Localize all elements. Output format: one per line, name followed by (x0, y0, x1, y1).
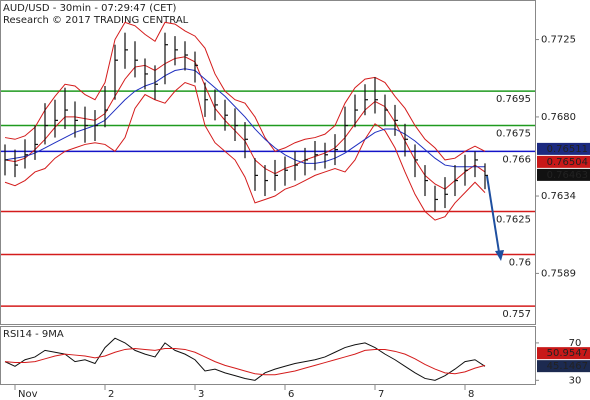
y-tick-label: 0.7680 (541, 112, 576, 123)
y-tick-label: 0.7725 (541, 35, 576, 46)
value-box (537, 168, 590, 181)
y-tick-label: 0.7634 (541, 191, 576, 202)
level-label: 0.757 (502, 309, 531, 320)
rsi-tick-label: 70 (569, 338, 582, 349)
level-label: 0.7675 (496, 129, 531, 140)
x-tick-label: 6 (288, 389, 294, 400)
value-box (537, 142, 590, 155)
x-tick-label: 3 (198, 389, 204, 400)
y-tick-label: 0.7589 (541, 268, 576, 279)
chart-title: AUD/USD - 30min - 07:29:47 (CET) (3, 3, 177, 14)
x-tick-label: 8 (468, 389, 474, 400)
value-box (537, 155, 590, 168)
level-label: 0.7695 (496, 94, 531, 105)
x-tick-label: Nov (18, 389, 38, 400)
level-label: 0.7625 (496, 215, 531, 226)
rsi-line (4, 348, 486, 376)
arrow-head (495, 250, 504, 261)
value-box-label: 45.1467 (547, 361, 588, 372)
value-box-label: 0.76511 (547, 144, 588, 155)
rsi-title: RSI14 - 9MA (3, 329, 64, 340)
overlay-line (4, 81, 486, 221)
level-label: 0.76 (509, 257, 531, 268)
price-pane (0, 0, 536, 325)
projection-arrow (486, 175, 500, 253)
value-box-label: 50.9547 (547, 348, 588, 359)
rsi-tick-label: 30 (569, 375, 582, 386)
value-box-label: 0.76463 (547, 170, 588, 181)
rsi-pane (0, 326, 536, 385)
value-box (537, 360, 590, 373)
level-label: 0.766 (502, 154, 531, 165)
chart-subtitle: Research © 2017 TRADING CENTRAL (3, 15, 189, 26)
plot-layer: 0.7725 0.7680 0.7634 0.7589 0.7695 0.7675 0.76… (1, 21, 590, 400)
value-box (537, 347, 590, 360)
value-box-label: 0.76504 (547, 157, 588, 168)
overlay-line (4, 21, 486, 161)
rsi-line (4, 337, 486, 381)
x-tick-label: 2 (108, 389, 114, 400)
x-tick-label: 7 (378, 389, 384, 400)
